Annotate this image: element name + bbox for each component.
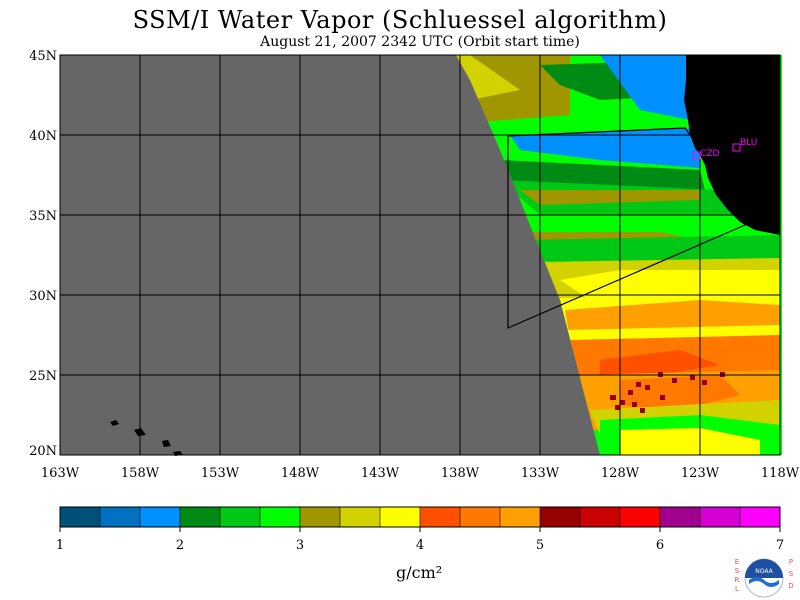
analysis-box	[507, 127, 746, 329]
svg-text:NOAA: NOAA	[755, 568, 773, 575]
lat-label: 30N	[29, 289, 57, 304]
svg-text:D: D	[788, 582, 793, 590]
chart-title: SSM/I Water Vapor (Schluessel algorithm)	[132, 6, 668, 34]
colorbar-tick-label: 2	[176, 538, 184, 553]
colorbar-tick-label: 1	[56, 538, 64, 553]
colorbar-tick-label: 4	[416, 538, 424, 553]
station-czd-label: CZD	[700, 149, 719, 159]
svg-text:E: E	[735, 558, 739, 566]
colorbar-swatch	[100, 507, 141, 527]
colorbar-tick-label: 7	[776, 538, 784, 553]
svg-text:S: S	[735, 567, 740, 575]
colorbar-swatch	[220, 507, 261, 527]
colorbar-swatch	[500, 507, 541, 527]
svg-text:S: S	[789, 570, 794, 578]
colorbar	[59, 506, 781, 528]
colorbar-swatch	[700, 507, 741, 527]
colorbar-unit-label: g/cm²	[396, 563, 443, 582]
lat-label: 45N	[29, 49, 57, 64]
colorbar-swatch	[300, 507, 341, 527]
colorbar-tick-label: 3	[296, 538, 304, 553]
colorbar-swatch	[460, 507, 501, 527]
colorbar-swatch	[60, 507, 101, 527]
lat-label: 25N	[29, 369, 57, 384]
lat-lon-grid	[60, 55, 780, 455]
lat-label: 35N	[29, 209, 57, 224]
colorbar-swatch	[660, 507, 701, 527]
station-blu-label: BLU	[740, 138, 757, 148]
latitude-labels: 45N 40N 35N 30N 25N 20N	[29, 49, 57, 459]
svg-text:R: R	[735, 576, 740, 584]
lon-label: 123W	[681, 466, 720, 481]
lon-label: 118W	[761, 466, 800, 481]
colorbar-swatch	[420, 507, 461, 527]
svg-text:P: P	[789, 558, 793, 566]
lon-label: 153W	[201, 466, 240, 481]
colorbar-swatch	[380, 507, 421, 527]
lon-label: 148W	[281, 466, 320, 481]
svg-text:L: L	[735, 585, 739, 593]
longitude-labels: 163W 158W 153W 148W 143W 138W 133W 128W 123W 118W	[41, 466, 800, 481]
colorbar-swatch	[260, 507, 301, 527]
colorbar-swatch	[540, 507, 581, 527]
lat-label: 40N	[29, 129, 57, 144]
colorbar-tick-label: 5	[536, 538, 544, 553]
station-czd[interactable]: CZD	[692, 149, 719, 160]
map-frame	[59, 54, 781, 456]
land-mass	[684, 55, 780, 235]
lon-label: 133W	[521, 466, 560, 481]
colorbar-tick-labels: 1 2 3 4 5 6 7	[56, 527, 784, 553]
colorbar-swatch	[740, 507, 781, 527]
lon-label: 163W	[41, 466, 80, 481]
colorbar-tick-label: 6	[656, 538, 664, 553]
lon-label: 143W	[361, 466, 400, 481]
station-blu[interactable]: BLU	[732, 138, 757, 152]
lon-label: 158W	[121, 466, 160, 481]
colorbar-swatch	[620, 507, 661, 527]
colorbar-swatch	[140, 507, 181, 527]
colorbar-swatch	[340, 507, 381, 527]
lat-label: 20N	[29, 444, 57, 459]
chart-subtitle: August 21, 2007 2342 UTC (Orbit start ti…	[260, 34, 580, 50]
colorbar-swatch	[180, 507, 221, 527]
colorbar-swatch	[580, 507, 621, 527]
lon-label: 128W	[601, 466, 640, 481]
lon-label: 138W	[441, 466, 480, 481]
